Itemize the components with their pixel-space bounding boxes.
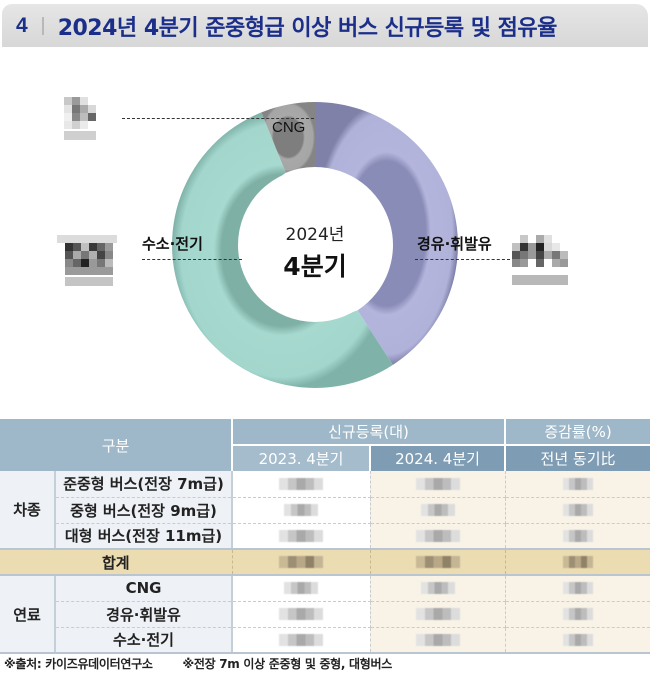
table-row: 경유·휘발유 [0,601,650,628]
total-label: 합계 [0,549,233,576]
cell-2024-redacted [370,471,506,498]
cell-2024-redacted [370,575,506,602]
segment-diesel-gasoline [315,102,458,365]
cell-2023-redacted [232,471,371,498]
table-row: 차종 준중형 버스(전장 7m급) [0,471,650,550]
table-row: 연료 CNG [0,575,650,654]
header-change-rate: 증감률(%) [505,419,650,446]
label-hydrogen-electric: 수소·전기 [142,235,203,253]
footnotes: ※출처: 카이즈유데이터연구소 ※전장 7m 이상 준중형 및 중형, 대형버스 [4,655,392,672]
cell-2023-redacted [232,497,371,524]
cell-2024-redacted [370,627,506,654]
cell-yoy-redacted [505,601,650,628]
cell-yoy-redacted [505,523,650,550]
center-quarter-label: 4분기 [283,252,347,281]
section-number: 4 [16,13,28,37]
row-label: CNG [55,575,234,602]
source-note: ※출처: 카이즈유데이터연구소 [4,657,153,671]
scope-note: ※전장 7m 이상 준중형 및 중형, 대형버스 [182,657,393,671]
cell-2024-redacted [370,497,506,524]
label-diesel-gasoline: 경유·휘발유 [417,235,492,253]
cell-2023-redacted [232,549,371,576]
header-2024-q4: 2024. 4분기 [370,445,507,471]
registration-table: 구분 신규등록(대) 증감률(%) 2023. 4분기 2024. 4분기 전년… [0,419,650,654]
segment-cng [261,101,315,173]
header-2023-q4: 2023. 4분기 [232,445,372,471]
table-row-total: 합계 [0,549,650,576]
cell-2023-redacted [232,601,371,628]
row-label: 중형 버스(전장 9m급) [55,497,234,524]
row-label: 준중형 버스(전장 7m급) [55,471,234,498]
group-label-vehicle-type: 차종 [0,471,56,550]
title-separator [41,16,44,35]
cell-2024-redacted [370,523,506,550]
table-row: 중형 버스(전장 9m급) [0,497,650,524]
cell-2024-redacted [370,601,506,628]
cell-yoy-redacted [505,627,650,654]
percent-diesel-gasoline-redacted [512,235,568,285]
cell-2023-redacted [232,627,371,654]
leader-line-diesel-gasoline [415,259,510,260]
table-row: 수소·전기 [0,627,650,654]
row-label: 대형 버스(전장 11m급) [55,523,234,550]
center-year-label: 2024년 [285,225,345,245]
row-label: 수소·전기 [55,627,234,654]
section-title-bar: 4 2024년 4분기 준중형급 이상 버스 신규등록 및 점유율 [2,4,648,47]
cell-yoy-redacted [505,471,650,498]
leader-line-hydrogen-electric [142,259,242,260]
donut-graphic [172,101,458,388]
header-category: 구분 [0,419,234,471]
page-title: 2024년 4분기 준중형급 이상 버스 신규등록 및 점유율 [57,15,558,41]
table-row: 대형 버스(전장 11m급) [0,523,650,550]
header-new-registration: 신규등록(대) [232,419,507,446]
cell-yoy-redacted [505,575,650,602]
cell-yoy-redacted [505,549,650,576]
label-cng: CNG [272,119,306,136]
cell-2023-redacted [232,575,371,602]
cell-2024-redacted [370,549,506,576]
row-label: 경유·휘발유 [55,601,234,628]
group-label-fuel: 연료 [0,575,56,654]
cell-2023-redacted [232,523,371,550]
cell-yoy-redacted [505,497,650,524]
donut-chart: 2024년 4분기 CNG 수소·전기 경유·휘발유 [0,60,650,405]
segment-hydrogen-electric [172,112,393,388]
percent-hydrogen-electric-redacted [57,235,117,286]
leader-line-cng [122,118,314,119]
percent-cng-redacted [64,97,96,140]
header-yoy: 전년 동기比 [505,445,650,471]
